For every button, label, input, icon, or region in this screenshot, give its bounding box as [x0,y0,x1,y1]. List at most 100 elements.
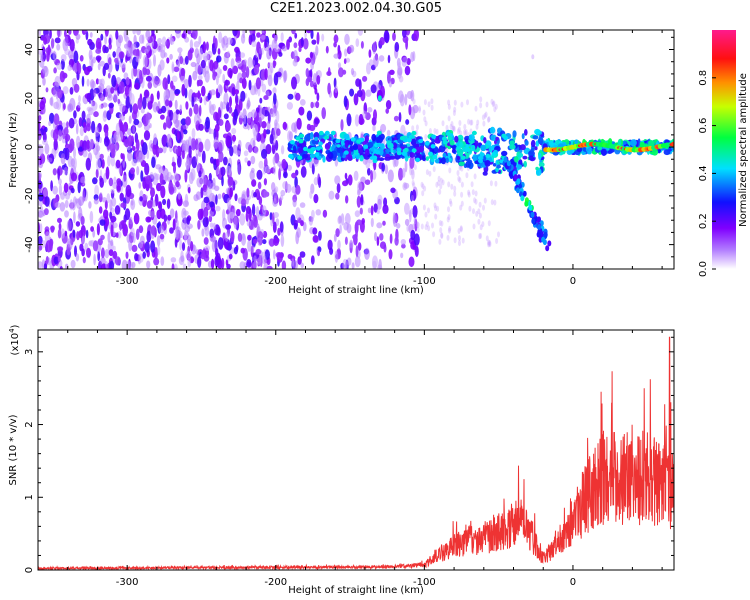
spectrogram-cell [337,216,342,225]
spectrogram-cell [272,221,277,233]
spectrogram-cell [477,218,481,225]
spectrogram-cell [402,56,408,64]
spectrogram-cell [110,156,116,167]
spectrogram-cell [327,153,332,158]
spectrogram-cell [173,66,180,73]
spectrogram-cell [234,193,238,202]
spectrogram-cell [95,48,102,54]
spectrogram-cell [41,240,46,248]
spectrogram-cell [355,245,359,258]
spectrogram-cell [161,105,167,114]
spectrogram-cell [118,81,125,94]
spectrogram-cell [181,242,186,251]
spectrogram-cell [132,125,136,134]
spectrogram-cell [450,183,454,190]
spectrogram-cell [38,49,43,55]
spectrogram-cell [233,246,238,255]
spectrogram-cell [506,160,511,167]
spectrogram-cell [383,30,390,43]
spectrogram-cell [138,225,144,234]
spectrogram-cell [175,226,181,235]
spectrogram-cell [56,99,62,110]
spectrogram-cell [185,101,189,110]
spectrogram-cell [276,128,281,137]
colorbar-gradient [712,30,736,269]
spectrogram-cell [190,61,197,68]
spectrogram-cell [188,107,193,117]
spectrogram-cell [137,97,143,110]
spectrogram-cell [181,207,187,221]
spectrogram-cell [133,118,140,126]
spectrogram-cell [89,138,94,150]
spectrogram-cell [261,251,266,259]
spectrogram-cell [95,37,102,51]
spectrogram-cell [263,190,268,198]
spectrogram-cell [322,155,326,163]
spectrogram-cell [472,223,476,230]
spectrogram-cell [342,258,348,269]
spectrogram-cell [376,130,382,135]
spectrogram-cell [334,175,341,185]
spectrogram-cell [428,128,432,134]
spectrogram-cell [129,93,135,105]
spectrogram-cell [110,224,114,237]
spectrogram-cell [144,48,149,54]
spectrogram-cell [382,220,386,226]
spectrogram-cell [52,168,57,176]
spectrogram-cell [424,141,430,146]
spectrogram-cell [171,161,176,167]
spectrogram-cell [313,193,319,204]
spectrogram-cell [44,126,48,133]
spectrogram-cell [356,90,363,98]
spectrogram-cell [459,204,463,211]
spectrogram-cell [447,227,451,234]
spectrogram-cell [416,221,420,228]
spectrogram-cell [315,146,321,151]
spectrogram-cell [327,82,331,95]
spectrogram-cell [385,148,391,153]
spectrogram-cell [104,249,110,259]
spectrogram-cell [523,160,527,168]
spectrogram-cell [131,244,138,252]
x-tick-label: -300 [116,577,139,588]
spectrogram-cell [110,239,114,247]
spectrogram-cell [204,224,210,237]
spectrogram-cell [418,138,424,144]
spectrogram-cell [226,197,231,210]
spectrogram-cell [264,165,271,174]
spectrogram-cell [150,187,155,198]
spectrogram-cell [411,148,417,153]
spectrogram-cell [174,88,181,95]
spectrogram-cell [493,199,497,206]
spectrogram-cell [57,88,63,99]
spectrogram-cell [242,30,246,39]
spectrogram-cell [135,55,140,63]
spectrogram-cell [239,213,246,226]
spectrogram-cell [291,186,297,194]
spectrogram-cell [129,216,133,225]
spectrogram-cell [518,159,523,166]
spectrogram-cell [38,30,42,37]
spectrogram-cell [235,150,241,156]
spectrogram-cell [334,250,339,263]
spectrogram-cell [362,75,368,82]
spectrogram-cell [118,51,125,59]
spectrogram-cell [440,233,444,239]
spectrogram-cell [266,120,271,131]
spectrogram-cell [183,129,188,135]
spectrogram-cell [246,187,250,198]
spectrogram-cell [351,262,355,269]
spectrogram-cell [57,168,60,181]
spectrogram-cell [257,181,262,190]
spectrogram-cell [198,104,202,117]
colorbar-tick-label: 0.8 [698,70,709,86]
spectrogram-cell [38,130,42,141]
spectrogram-cell [362,110,367,119]
spectrogram-cell [361,218,366,225]
spectrogram-cell [434,205,438,212]
spectrogram-cell [86,247,91,258]
spectrogram-cell [382,204,389,215]
spectrogram-cell [130,198,136,211]
spectrogram-cell [197,220,201,230]
